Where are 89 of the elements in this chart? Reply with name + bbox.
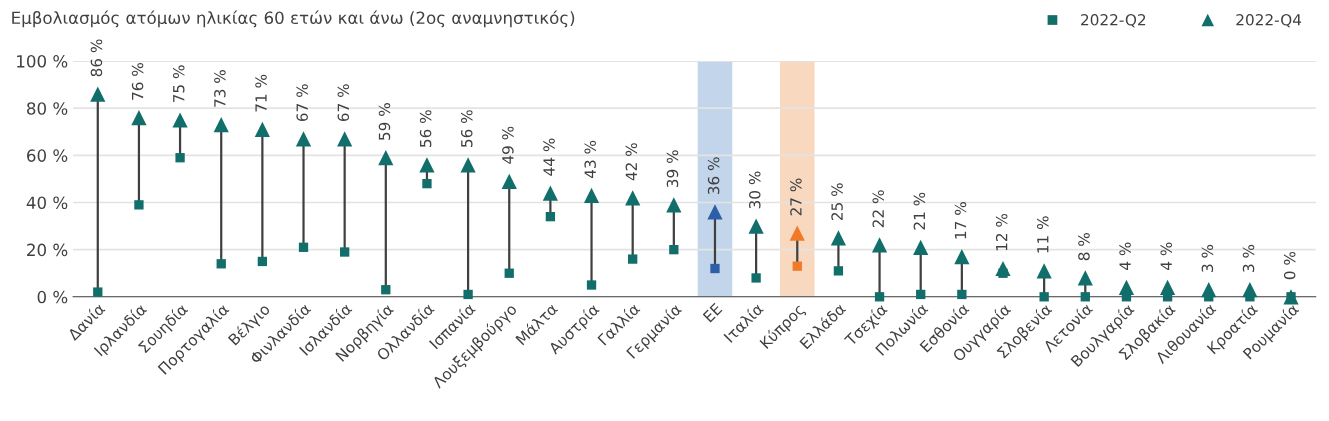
point <box>337 131 353 147</box>
point <box>545 211 556 222</box>
data-label: 12 % <box>995 213 1008 251</box>
point <box>751 273 761 283</box>
data-label: 3 % <box>1201 244 1214 272</box>
data-label: 56 % <box>460 110 473 147</box>
y-tick-label: 100 % <box>17 55 68 68</box>
data-label: 75 % <box>172 65 185 103</box>
point <box>254 121 270 138</box>
legend-label: 2022-Q2 <box>1081 14 1146 28</box>
point <box>213 117 229 133</box>
point <box>134 200 144 210</box>
data-label: 0 % <box>1283 251 1296 280</box>
data-label: 44 % <box>543 138 555 176</box>
data-label: 86 % <box>90 39 103 77</box>
data-label: 39 % <box>666 150 679 188</box>
data-label: 56 % <box>419 110 432 147</box>
data-label: 25 % <box>831 183 843 221</box>
point <box>830 230 847 246</box>
point <box>131 110 147 126</box>
data-label: 71 % <box>255 74 267 112</box>
data-label: 17 % <box>954 202 967 239</box>
data-label: 67 % <box>296 84 308 122</box>
point <box>542 185 558 201</box>
data-label: 21 % <box>913 192 926 230</box>
y-tick-label: 80 % <box>27 102 68 115</box>
point <box>93 287 103 297</box>
point <box>340 247 350 257</box>
point <box>916 289 926 300</box>
point <box>257 256 268 267</box>
chart-title: Εμβολιασμός ατόμων ηλικίας 60 ετών και άνω (2ος αναμνηστικός) <box>12 10 575 28</box>
point <box>792 261 802 271</box>
point <box>789 225 805 241</box>
point <box>666 197 682 213</box>
data-label: 30 % <box>749 171 761 209</box>
point <box>1077 270 1093 286</box>
data-label: 76 % <box>131 62 144 100</box>
data-label: 8 % <box>1078 233 1090 261</box>
point <box>957 289 967 300</box>
data-label: 59 % <box>378 103 391 140</box>
point <box>625 190 641 206</box>
y-tick-label: 60 % <box>27 149 68 162</box>
point <box>216 259 226 269</box>
point <box>295 131 312 147</box>
data-label: 4 % <box>1160 242 1173 270</box>
point <box>874 292 885 302</box>
point <box>298 242 309 252</box>
data-label: 73 % <box>214 70 226 107</box>
point <box>833 266 844 276</box>
data-label: 3 % <box>1242 244 1255 272</box>
data-label: 42 % <box>625 143 638 181</box>
data-label: 67 % <box>337 84 350 122</box>
legend-label: 2022-Q4 <box>1236 14 1302 28</box>
point <box>583 187 600 204</box>
point <box>1036 263 1052 279</box>
y-tick-label: 40 % <box>26 196 68 210</box>
data-label: 27 % <box>790 178 802 216</box>
point <box>1204 292 1214 302</box>
data-label: 49 % <box>502 126 514 164</box>
point <box>710 263 720 274</box>
point <box>1080 292 1090 302</box>
point <box>175 153 185 163</box>
point <box>419 157 435 173</box>
data-label: 11 % <box>1037 216 1049 253</box>
y-tick-label: 20 % <box>27 243 68 257</box>
point <box>90 86 106 102</box>
point <box>871 237 888 253</box>
data-label: 43 % <box>584 140 596 179</box>
y-tick-label: 0 % <box>37 290 68 304</box>
point <box>422 178 432 189</box>
point <box>707 204 723 220</box>
point <box>378 150 394 166</box>
data-label: 36 % <box>707 157 720 195</box>
x-tick-label: ΕΕ <box>702 302 723 323</box>
data-label: 22 % <box>872 190 884 228</box>
point <box>954 249 970 265</box>
point <box>460 157 476 173</box>
point <box>1039 292 1049 302</box>
point <box>504 268 514 278</box>
point <box>748 218 764 234</box>
point <box>628 254 638 264</box>
point <box>913 239 929 255</box>
point <box>501 173 517 189</box>
data-label: 4 % <box>1119 242 1131 270</box>
point <box>172 112 188 128</box>
point <box>669 244 679 255</box>
point <box>381 285 391 295</box>
point <box>586 280 597 290</box>
point <box>463 289 473 300</box>
